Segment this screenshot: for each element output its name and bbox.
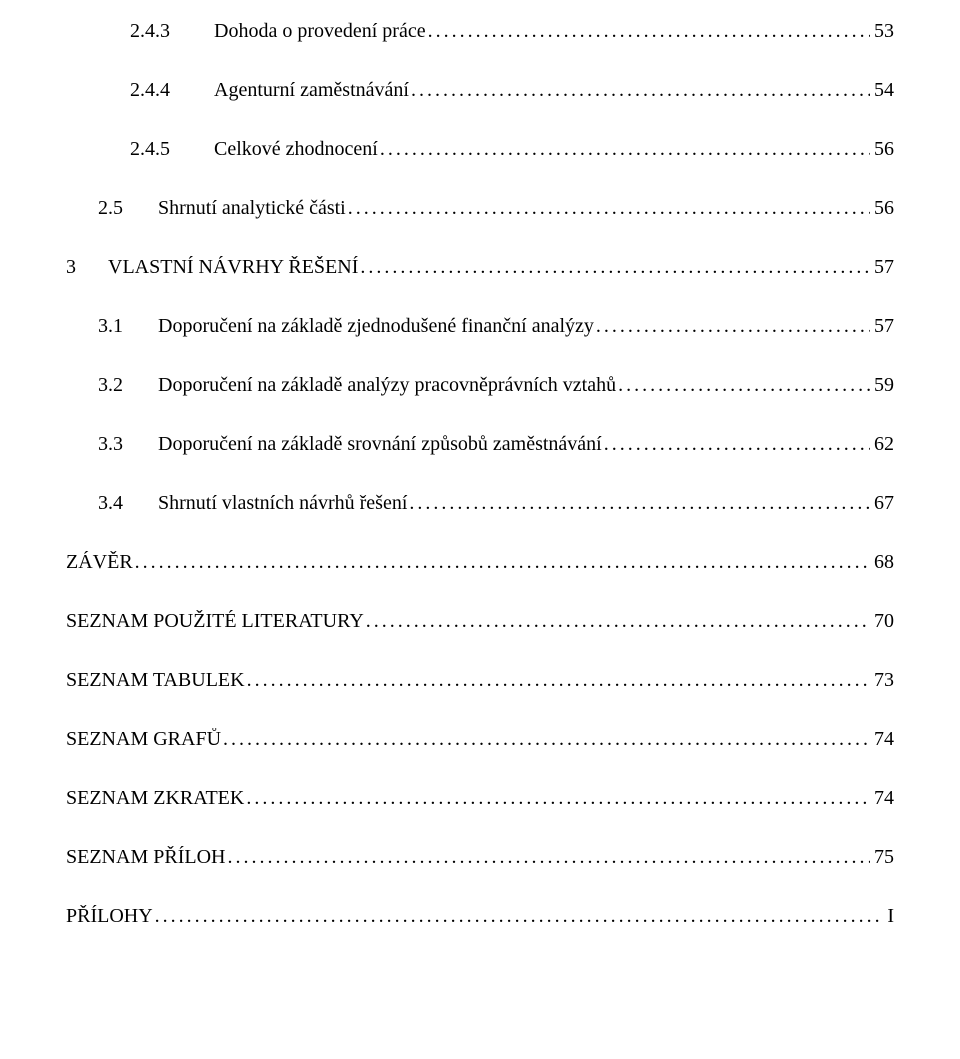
toc-entry-number: 3.2 bbox=[98, 374, 138, 397]
toc-leader-dots: ........................................… bbox=[426, 20, 870, 43]
toc-leader-dots: ........................................… bbox=[378, 138, 870, 161]
toc-leader-dots: ........................................… bbox=[358, 256, 870, 279]
toc-entry-page: I bbox=[883, 905, 894, 928]
toc-entry-number: 3.3 bbox=[98, 433, 138, 456]
toc-entry-page: 74 bbox=[870, 787, 894, 810]
toc-entry-title: Agenturní zaměstnávání bbox=[214, 79, 409, 102]
toc-entry-page: 56 bbox=[870, 197, 894, 220]
toc-entry-title: Doporučení na základě analýzy pracovněpr… bbox=[158, 374, 616, 397]
toc-entry-page: 62 bbox=[870, 433, 894, 456]
toc-entry-page: 67 bbox=[870, 492, 894, 515]
toc-entry: 3.2 Doporučení na základě analýzy pracovn… bbox=[66, 374, 894, 397]
toc-entry-title: SEZNAM ZKRATEK bbox=[66, 787, 244, 810]
toc-entry: SEZNAM ZKRATEK..........................… bbox=[66, 787, 894, 810]
toc-entry-title: SEZNAM PŘÍLOH bbox=[66, 846, 225, 869]
toc-entry-title: PŘÍLOHY bbox=[66, 905, 153, 928]
toc-entry: 3 VLASTNÍ NÁVRHY ŘEŠENÍ..................… bbox=[66, 256, 894, 279]
toc-entry-title: Dohoda o provedení práce bbox=[214, 20, 426, 43]
toc-leader-dots: ........................................… bbox=[133, 551, 870, 574]
toc-leader-dots: ........................................… bbox=[364, 610, 870, 633]
toc-leader-dots: ........................................… bbox=[616, 374, 870, 397]
toc-leader-dots: ........................................… bbox=[602, 433, 870, 456]
toc-entry-page: 73 bbox=[870, 669, 894, 692]
toc-entry: 2.4.3 Dohoda o provedení práce...........… bbox=[66, 20, 894, 43]
toc-entry-title: Shrnutí analytické části bbox=[158, 197, 346, 220]
toc-entry-number: 2.5 bbox=[98, 197, 138, 220]
toc-entry-title: Celkové zhodnocení bbox=[214, 138, 378, 161]
toc-entry-number: 3 bbox=[66, 256, 90, 279]
toc-entry-title: ZÁVĚR bbox=[66, 551, 133, 574]
toc-entry-number: 2.4.4 bbox=[130, 79, 188, 102]
toc-entry-page: 56 bbox=[870, 138, 894, 161]
toc-entry: 3.4 Shrnutí vlastních návrhů řešení......… bbox=[66, 492, 894, 515]
toc-entry-page: 75 bbox=[870, 846, 894, 869]
toc-entry-page: 59 bbox=[870, 374, 894, 397]
toc-entry: SEZNAM POUŽITÉ LITERATURY...............… bbox=[66, 610, 894, 633]
toc-entry: 3.1 Doporučení na základě zjednodušené fi… bbox=[66, 315, 894, 338]
toc-entry-page: 70 bbox=[870, 610, 894, 633]
toc-entry-page: 53 bbox=[870, 20, 894, 43]
toc-entry-page: 57 bbox=[870, 256, 894, 279]
toc-entry: 2.4.5 Celkové zhodnocení.................… bbox=[66, 138, 894, 161]
toc-entry-title: Shrnutí vlastních návrhů řešení bbox=[158, 492, 407, 515]
toc-entry-title: VLASTNÍ NÁVRHY ŘEŠENÍ bbox=[108, 256, 358, 279]
toc-entry-number: 2.4.5 bbox=[130, 138, 188, 161]
toc-entry: 3.3 Doporučení na základě srovnání způsob… bbox=[66, 433, 894, 456]
toc-entry-number: 2.4.3 bbox=[130, 20, 188, 43]
toc-leader-dots: ........................................… bbox=[153, 905, 884, 928]
toc-entry-page: 54 bbox=[870, 79, 894, 102]
toc-leader-dots: ........................................… bbox=[346, 197, 870, 220]
toc-entry-number: 3.4 bbox=[98, 492, 138, 515]
toc-entry: SEZNAM PŘÍLOH...........................… bbox=[66, 846, 894, 869]
table-of-contents: 2.4.3 Dohoda o provedení práce...........… bbox=[66, 20, 894, 928]
toc-entry-title: SEZNAM GRAFŮ bbox=[66, 728, 221, 751]
toc-leader-dots: ........................................… bbox=[244, 787, 870, 810]
toc-entry-page: 68 bbox=[870, 551, 894, 574]
toc-leader-dots: ........................................… bbox=[594, 315, 870, 338]
toc-entry: ZÁVĚR...................................… bbox=[66, 551, 894, 574]
toc-entry: PŘÍLOHY.................................… bbox=[66, 905, 894, 928]
toc-leader-dots: ........................................… bbox=[245, 669, 870, 692]
toc-entry: 2.5 Shrnutí analytické části.............… bbox=[66, 197, 894, 220]
toc-entry-title: Doporučení na základě srovnání způsobů z… bbox=[158, 433, 602, 456]
toc-leader-dots: ........................................… bbox=[409, 79, 870, 102]
toc-entry-number: 3.1 bbox=[98, 315, 138, 338]
toc-entry-title: SEZNAM TABULEK bbox=[66, 669, 245, 692]
toc-entry-title: SEZNAM POUŽITÉ LITERATURY bbox=[66, 610, 364, 633]
toc-entry: 2.4.4 Agenturní zaměstnávání.............… bbox=[66, 79, 894, 102]
toc-entry: SEZNAM GRAFŮ............................… bbox=[66, 728, 894, 751]
toc-entry-page: 57 bbox=[870, 315, 894, 338]
toc-entry: SEZNAM TABULEK..........................… bbox=[66, 669, 894, 692]
toc-leader-dots: ........................................… bbox=[407, 492, 870, 515]
toc-leader-dots: ........................................… bbox=[221, 728, 870, 751]
toc-entry-title: Doporučení na základě zjednodušené finan… bbox=[158, 315, 594, 338]
toc-leader-dots: ........................................… bbox=[225, 846, 870, 869]
toc-entry-page: 74 bbox=[870, 728, 894, 751]
